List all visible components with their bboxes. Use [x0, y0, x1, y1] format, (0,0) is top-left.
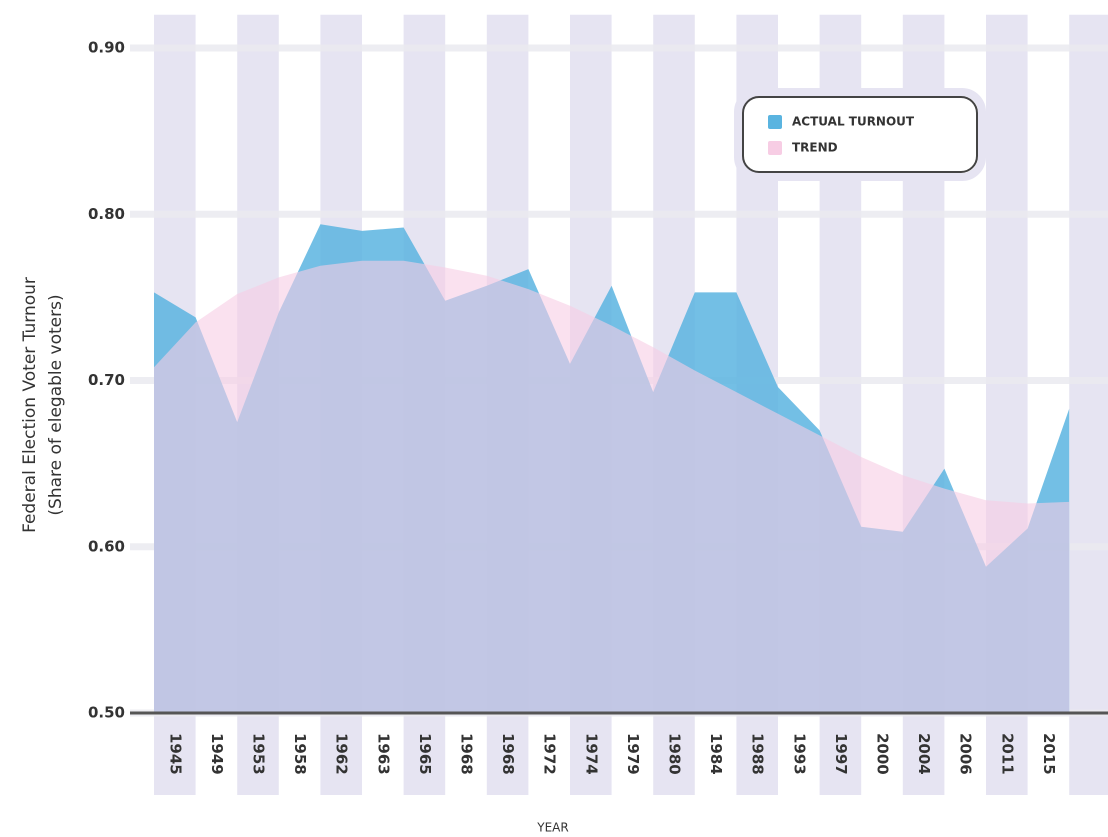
area [154, 260, 1070, 713]
stripe [1069, 14, 1108, 795]
legend-glow [734, 88, 986, 181]
x-tick-label: 1972 [541, 733, 559, 775]
legend: ACTUAL TURNOUT TREND [768, 115, 915, 155]
x-tick-label: 2015 [1040, 733, 1058, 775]
y-tick-label: 0.50 [88, 704, 125, 722]
x-tick-label: 1963 [374, 733, 392, 775]
x-tick-label: 1949 [208, 733, 226, 775]
x-tick-label: 1974 [582, 733, 600, 775]
y-tick-label: 0.90 [88, 39, 125, 57]
y-axis-title: (Share of elegable voters) [46, 294, 66, 515]
foreground: 0.50 0.60 0.70 0.80 0.90 1945 1949 1953 1958 1962… [88, 39, 1108, 775]
x-tick-label: 1945 [166, 733, 184, 775]
x-tick-label: 1988 [749, 733, 767, 775]
x-axis-title: YEAR [536, 821, 568, 835]
x-tick-label: 1953 [250, 733, 268, 775]
y-tick-label: 0.60 [88, 537, 125, 555]
areas [154, 224, 1070, 713]
x-tick-label: 1962 [333, 733, 351, 775]
x-tick-label: 1997 [832, 733, 850, 775]
x-tick-label: 1965 [416, 733, 434, 775]
x-tick-label: 1984 [707, 733, 725, 775]
y-tick-label: 0.70 [88, 371, 125, 389]
x-tick-label: 2011 [998, 733, 1016, 775]
legend-swatch [768, 141, 782, 155]
legend-swatch [768, 115, 782, 129]
x-tick-label: 2006 [957, 733, 975, 775]
legend-label: ACTUAL TURNOUT [792, 115, 915, 129]
x-tick-label: 1993 [790, 733, 808, 775]
y-axis-title: Federal Election Voter Turnour [20, 277, 40, 533]
y-tick-label: 0.80 [88, 205, 125, 223]
x-tick-label: 2004 [915, 733, 933, 775]
x-tick-label: 1979 [624, 733, 642, 775]
legend-box [742, 96, 978, 173]
x-tick-label: 1980 [666, 733, 684, 775]
legend-label: TREND [792, 141, 838, 155]
x-tick-label: 2000 [874, 733, 892, 775]
x-tick-label: 1968 [499, 733, 517, 775]
x-tick-label: 1968 [458, 733, 476, 775]
x-tick-label: 1958 [291, 733, 309, 775]
